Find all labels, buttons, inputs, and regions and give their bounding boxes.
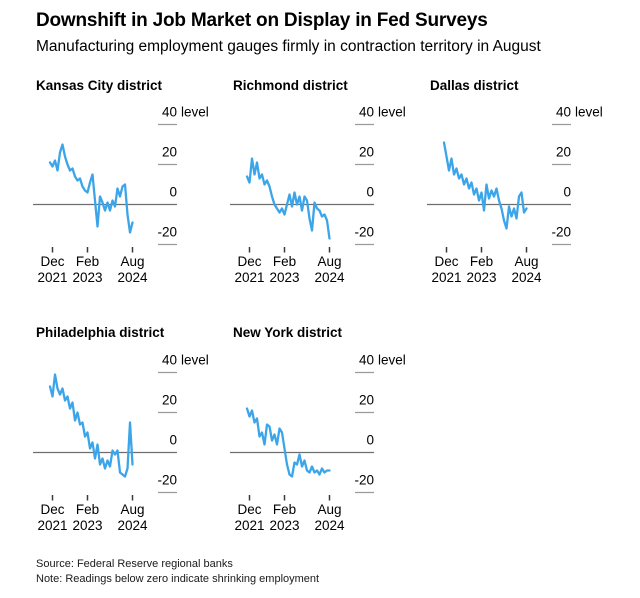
series-line [245,406,331,478]
series-line [48,143,134,235]
x-tick-year: 2023 [72,518,102,533]
y-tick-label: 0 [169,185,177,200]
x-tick-year: 2023 [72,270,102,285]
x-tick-year: 2024 [314,270,345,285]
chart-title: New York district [233,325,343,341]
y-tick-label: 0 [563,185,571,200]
x-tick-month: Dec [237,502,261,517]
x-tick-month: Aug [120,502,144,517]
chart-footer: Source: Federal Reserve regional banks N… [36,557,640,588]
chart-panel: Richmond district 40 level 20 0 -20 Dec 2021 Fe… [227,78,424,289]
source-note: Source: Federal Reserve regional banks [36,557,233,570]
x-tick-month: Feb [273,254,296,269]
y-tick-label: 0 [169,432,177,447]
x-tick-year: 2021 [234,270,264,285]
y-tick-label: 20 [556,145,571,160]
chart-title: Richmond district [233,78,348,94]
x-tick-year: 2023 [269,270,299,285]
y-tick-label: -20 [157,472,177,487]
y-unit-label: level [575,105,603,120]
series-line [245,157,331,241]
y-tick-label: 20 [162,392,177,407]
y-tick-label: 40 [162,105,177,120]
y-tick-label: 40 [359,352,374,367]
y-tick-label: 40 [162,352,177,367]
x-tick-year: 2024 [117,270,148,285]
x-tick-month: Feb [470,254,493,269]
charts-grid: Kansas City district 40 level 20 0 -20 Dec 202… [30,78,640,536]
x-tick-month: Aug [514,254,538,269]
x-tick-year: 2024 [511,270,542,285]
chart-panel: Philadelphia district 40 level 20 0 -20 Dec 20… [30,325,227,536]
x-tick-month: Aug [317,254,341,269]
page-title: Downshift in Job Market on Display in Fe… [36,10,488,31]
x-tick-year: 2021 [37,270,67,285]
y-unit-label: level [181,352,209,367]
chart-title: Philadelphia district [36,325,165,341]
series-line [442,141,528,231]
y-tick-label: 20 [359,145,374,160]
chart-title: Dallas district [430,78,519,94]
x-tick-year: 2021 [431,270,461,285]
x-tick-year: 2024 [314,518,345,533]
chart-panel: Kansas City district 40 level 20 0 -20 Dec 202… [30,78,227,289]
y-tick-label: 40 [556,105,571,120]
chart-panel: New York district 40 level 20 0 -20 Dec 2021 Fe… [227,325,424,536]
y-tick-label: -20 [157,225,177,240]
x-tick-year: 2023 [269,518,299,533]
x-tick-month: Dec [434,254,458,269]
y-tick-label: 20 [162,145,177,160]
x-tick-year: 2024 [117,518,148,533]
chart-title: Kansas City district [36,78,163,94]
page-subtitle: Manufacturing employment gauges firmly i… [36,37,541,55]
chart-panel: Dallas district 40 level 20 0 -20 Dec 2021 Feb 2… [424,78,621,289]
x-tick-year: 2021 [234,518,264,533]
x-tick-month: Feb [273,502,296,517]
reading-note: Note: Readings below zero indicate shrin… [36,572,320,585]
y-tick-label: -20 [354,225,374,240]
x-tick-month: Feb [76,502,99,517]
y-tick-label: 20 [359,392,374,407]
x-tick-year: 2023 [466,270,496,285]
y-tick-label: 40 [359,105,374,120]
y-unit-label: level [181,105,209,120]
x-tick-month: Feb [76,254,99,269]
series-line [48,372,134,478]
y-unit-label: level [378,105,406,120]
y-unit-label: level [378,352,406,367]
y-tick-label: -20 [551,225,571,240]
y-tick-label: 0 [366,185,374,200]
x-tick-year: 2021 [37,518,67,533]
x-tick-month: Dec [237,254,261,269]
chart-header: Downshift in Job Market on Display in Fe… [30,10,640,56]
y-tick-label: -20 [354,472,374,487]
x-tick-month: Aug [120,254,144,269]
x-tick-month: Dec [40,502,64,517]
y-tick-label: 0 [366,432,374,447]
x-tick-month: Dec [40,254,64,269]
x-tick-month: Aug [317,502,341,517]
